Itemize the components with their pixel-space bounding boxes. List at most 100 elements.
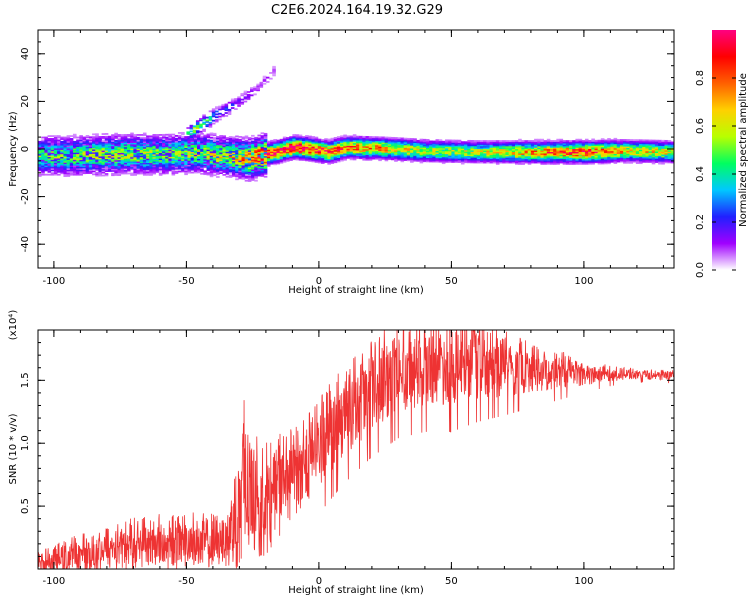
heatmap-cell — [314, 145, 319, 148]
heatmap-cell — [330, 137, 335, 140]
heatmap-cell — [101, 165, 106, 168]
heatmap-cell — [152, 172, 157, 175]
heatmap-cell — [107, 160, 112, 162]
heatmap-cell — [190, 147, 195, 150]
heatmap-cell — [349, 151, 354, 154]
heatmap-cell — [600, 156, 605, 159]
heatmap-cell — [197, 155, 201, 158]
heatmap-cell — [651, 151, 656, 153]
heatmap-cell — [527, 163, 532, 165]
heatmap-cell — [527, 144, 532, 147]
heatmap-cell — [429, 154, 433, 157]
heatmap-cell — [197, 152, 201, 155]
heatmap-cell — [57, 152, 61, 155]
heatmap-cell — [127, 134, 131, 136]
heatmap-cell — [260, 152, 265, 155]
heatmap-cell — [212, 137, 217, 139]
heatmap-cell — [152, 148, 157, 151]
heatmap-cell — [604, 149, 608, 152]
heatmap-cell — [53, 156, 58, 159]
heatmap-cell — [378, 159, 382, 162]
heatmap-cell — [44, 149, 48, 152]
heatmap-cell — [301, 157, 306, 160]
heatmap-cell — [98, 137, 102, 140]
heatmap-cell — [203, 134, 207, 137]
heatmap-cell — [362, 158, 366, 161]
heatmap-cell — [505, 161, 510, 164]
heatmap-cell — [588, 160, 592, 162]
heatmap-cell — [235, 164, 239, 166]
heatmap-cell — [41, 159, 45, 162]
heatmap-cell — [464, 148, 468, 151]
heatmap-cell — [254, 145, 258, 148]
heatmap-cell — [231, 137, 236, 140]
heatmap-cell — [260, 156, 265, 159]
heatmap-cell — [133, 169, 137, 172]
heatmap-cell — [251, 134, 255, 137]
heatmap-cell — [365, 141, 370, 144]
heatmap-cell — [397, 144, 401, 147]
heatmap-cell — [406, 139, 411, 142]
heatmap-cell — [206, 146, 211, 149]
heatmap-cell — [492, 145, 497, 148]
heatmap-cell — [251, 150, 255, 153]
heatmap-cell — [47, 146, 52, 149]
heatmap-cell — [515, 150, 519, 153]
heatmap-cell — [282, 140, 287, 143]
heatmap-cell — [225, 154, 230, 157]
heatmap-cell — [231, 175, 236, 177]
heatmap-cell — [222, 146, 227, 149]
heatmap-cell — [457, 142, 462, 145]
heatmap-cell — [629, 149, 634, 151]
heatmap-cell — [203, 163, 207, 166]
heatmap-cell — [130, 151, 134, 153]
heatmap-cell — [206, 166, 211, 169]
heatmap-cell — [98, 156, 102, 158]
heatmap-cell — [413, 149, 417, 152]
heatmap-cell — [499, 144, 503, 147]
heatmap-cell — [251, 174, 255, 177]
heatmap-cell — [460, 142, 465, 145]
heatmap-cell — [600, 138, 605, 141]
heatmap-cell — [317, 161, 322, 164]
heatmap-cell — [619, 156, 624, 159]
heatmap-cell — [257, 146, 261, 148]
heatmap-cell — [149, 144, 153, 146]
heatmap-cell — [117, 154, 122, 156]
heatmap-cell — [438, 145, 443, 147]
heatmap-cell — [95, 160, 99, 163]
heatmap-cell — [327, 155, 331, 158]
heatmap-cell — [340, 138, 344, 141]
heatmap-cell — [324, 151, 328, 153]
heatmap-cell — [457, 141, 462, 143]
heatmap-cell — [451, 143, 455, 146]
heatmap-cell — [66, 162, 71, 165]
heatmap-cell — [149, 154, 153, 156]
heatmap-cell — [476, 143, 481, 145]
heatmap-cell — [136, 144, 141, 146]
heatmap-cell — [187, 171, 192, 174]
heatmap-cell — [429, 151, 433, 154]
heatmap-cell — [629, 157, 634, 160]
heatmap-cell — [174, 154, 179, 157]
heatmap-cell — [397, 148, 401, 151]
heatmap-cell — [203, 136, 207, 138]
heatmap-cell — [610, 140, 614, 143]
heatmap-cell — [607, 152, 611, 155]
heatmap-cell — [394, 138, 398, 141]
heatmap-cell — [505, 157, 510, 160]
heatmap-cell — [155, 151, 160, 153]
heatmap-cell — [410, 152, 414, 155]
heatmap-cell — [95, 164, 99, 167]
heatmap-cell — [219, 137, 223, 140]
heatmap-cell — [165, 148, 169, 150]
heatmap-cell — [244, 154, 249, 156]
heatmap-cell — [114, 152, 118, 155]
heatmap-cell — [553, 147, 557, 150]
heatmap-cell — [92, 136, 96, 139]
heatmap-cell — [187, 151, 192, 154]
heatmap-cell — [565, 154, 570, 157]
heatmap-cell — [282, 153, 287, 156]
heatmap-cell — [632, 159, 637, 162]
heatmap-cell — [266, 150, 271, 153]
